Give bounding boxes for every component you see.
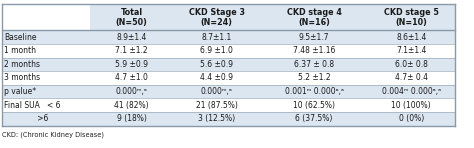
Text: CKD Stage 3
(N=24): CKD Stage 3 (N=24) xyxy=(189,8,245,27)
Text: 6.9 ±1.0: 6.9 ±1.0 xyxy=(201,46,233,55)
Bar xyxy=(90,85,173,98)
Bar xyxy=(367,30,455,44)
Text: 3 (12.5%): 3 (12.5%) xyxy=(198,114,236,123)
Text: 8.7±1.1: 8.7±1.1 xyxy=(202,33,232,42)
Text: 9 (18%): 9 (18%) xyxy=(117,114,146,123)
Bar xyxy=(261,98,367,112)
Text: Baseline: Baseline xyxy=(4,33,37,42)
Text: 7.48 ±1.16: 7.48 ±1.16 xyxy=(293,46,335,55)
Bar xyxy=(90,71,173,85)
Bar xyxy=(261,58,367,71)
Bar xyxy=(173,4,261,30)
Bar xyxy=(173,98,261,112)
Bar xyxy=(173,85,261,98)
Bar xyxy=(173,44,261,58)
Bar xyxy=(173,58,261,71)
Bar xyxy=(261,112,367,126)
Text: 4.7 ±1.0: 4.7 ±1.0 xyxy=(115,74,148,82)
Text: CKD stage 5
(N=10): CKD stage 5 (N=10) xyxy=(384,8,438,27)
Bar xyxy=(90,112,173,126)
Text: 7.1±1.4: 7.1±1.4 xyxy=(396,46,427,55)
Bar xyxy=(2,85,90,98)
Text: 5.6 ±0.9: 5.6 ±0.9 xyxy=(201,60,233,69)
Bar xyxy=(367,58,455,71)
Bar xyxy=(261,71,367,85)
Bar xyxy=(2,71,90,85)
Text: 2 months: 2 months xyxy=(4,60,40,69)
Bar xyxy=(367,71,455,85)
Text: 6.0± 0.8: 6.0± 0.8 xyxy=(395,60,428,69)
Text: 8.6±1.4: 8.6±1.4 xyxy=(396,33,427,42)
Bar xyxy=(2,58,90,71)
Text: p value*: p value* xyxy=(4,87,36,96)
Text: 5.9 ±0.9: 5.9 ±0.9 xyxy=(115,60,148,69)
Bar xyxy=(2,4,90,30)
Bar xyxy=(261,4,367,30)
Text: 10 (100%): 10 (100%) xyxy=(392,101,431,110)
Bar xyxy=(261,85,367,98)
Bar xyxy=(261,30,367,44)
Bar xyxy=(173,71,261,85)
Bar xyxy=(90,30,173,44)
Bar xyxy=(367,85,455,98)
Bar xyxy=(367,4,455,30)
Bar xyxy=(367,98,455,112)
Bar xyxy=(90,4,173,30)
Bar xyxy=(261,44,367,58)
Text: 9.5±1.7: 9.5±1.7 xyxy=(299,33,329,42)
Text: 4.7± 0.4: 4.7± 0.4 xyxy=(395,74,428,82)
Text: 6.37 ± 0.8: 6.37 ± 0.8 xyxy=(294,60,334,69)
Text: 0 (0%): 0 (0%) xyxy=(399,114,424,123)
Text: 10 (62.5%): 10 (62.5%) xyxy=(293,101,335,110)
Text: >6: >6 xyxy=(4,114,49,123)
Bar xyxy=(90,58,173,71)
Bar xyxy=(2,112,90,126)
Text: 0.001ᵐ 0.000ᵃ,ᵃ: 0.001ᵐ 0.000ᵃ,ᵃ xyxy=(284,87,344,96)
Text: 0.000ᵐ,ᵃ: 0.000ᵐ,ᵃ xyxy=(116,87,147,96)
Text: 7.1 ±1.2: 7.1 ±1.2 xyxy=(115,46,148,55)
Text: 1 month: 1 month xyxy=(4,46,36,55)
Text: 0.004ᵐ 0.000ᵃ,ᵃ: 0.004ᵐ 0.000ᵃ,ᵃ xyxy=(382,87,441,96)
Bar xyxy=(173,30,261,44)
Bar xyxy=(2,30,90,44)
Bar xyxy=(90,44,173,58)
Text: 5.2 ±1.2: 5.2 ±1.2 xyxy=(298,74,330,82)
Bar xyxy=(2,44,90,58)
Bar xyxy=(173,112,261,126)
Bar xyxy=(90,98,173,112)
Bar xyxy=(367,44,455,58)
Bar xyxy=(2,98,90,112)
Text: Total
(N=50): Total (N=50) xyxy=(116,8,147,27)
Bar xyxy=(367,112,455,126)
Text: CKD: (Chronic Kidney Disease): CKD: (Chronic Kidney Disease) xyxy=(2,132,104,138)
Text: 4.4 ±0.9: 4.4 ±0.9 xyxy=(201,74,233,82)
Text: Final SUA   < 6: Final SUA < 6 xyxy=(4,101,61,110)
Text: 6 (37.5%): 6 (37.5%) xyxy=(295,114,333,123)
Text: 0.000ᵐ,ᵃ: 0.000ᵐ,ᵃ xyxy=(201,87,233,96)
Text: 3 months: 3 months xyxy=(4,74,40,82)
Text: 8.9±1.4: 8.9±1.4 xyxy=(116,33,147,42)
Text: 41 (82%): 41 (82%) xyxy=(114,101,149,110)
Text: 21 (87.5%): 21 (87.5%) xyxy=(196,101,238,110)
Text: CKD stage 4
(N=16): CKD stage 4 (N=16) xyxy=(287,8,341,27)
